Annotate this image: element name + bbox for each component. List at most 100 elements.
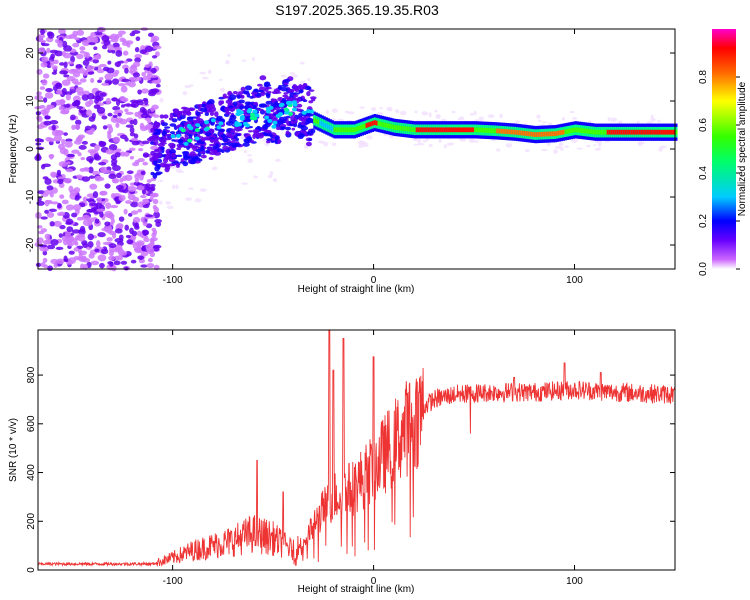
spectrogram-cell xyxy=(124,200,132,204)
spectrogram-cell xyxy=(137,255,145,260)
spectrogram-cell xyxy=(526,131,529,137)
spectrogram-cell xyxy=(626,129,630,135)
spectrogram-cell xyxy=(151,55,158,59)
spectrogram-cell xyxy=(155,221,162,227)
spectrogram-cell xyxy=(359,106,365,109)
spectrogram-cell xyxy=(97,79,102,83)
spectrogram-cell xyxy=(132,118,138,126)
spectrogram-cell xyxy=(57,40,63,47)
spectrogram-cell xyxy=(118,234,124,241)
spectrogram-cell xyxy=(123,208,128,215)
spectrogram-cell xyxy=(270,140,275,144)
spectrogram-cell xyxy=(228,105,234,109)
spectrogram-cell xyxy=(49,221,55,227)
spectrogram-cell xyxy=(51,71,58,75)
spectrogram-cell xyxy=(538,132,541,137)
spectrogram-cell xyxy=(50,258,59,265)
spectrogram-cell xyxy=(265,100,273,105)
spectrogram-cell xyxy=(149,240,155,247)
spectrogram-cell xyxy=(244,85,253,91)
spectrogram-cell xyxy=(199,151,206,154)
spectrogram-cell xyxy=(208,151,217,156)
colorbar-ticks: 0.0 0.2 0.4 0.6 0.8 xyxy=(698,70,740,276)
spectrogram-cell xyxy=(435,114,440,119)
spectrogram-cell xyxy=(67,241,75,247)
spectrogram-cell xyxy=(305,117,313,124)
spectrogram-cell xyxy=(214,137,220,140)
spectrogram-cell xyxy=(634,129,638,135)
spectrogram-cell xyxy=(377,121,381,126)
spectrogram-cell xyxy=(427,127,431,133)
spectrogram-cell xyxy=(72,30,78,37)
spectrogram-cell xyxy=(108,250,115,257)
spectrogram-cell xyxy=(125,124,134,128)
spectrogram-cell xyxy=(50,171,57,178)
spectrogram-cell xyxy=(118,30,126,35)
spectrogram-cell xyxy=(36,68,43,75)
spectrogram-cell xyxy=(425,127,429,133)
spectrogram-cell xyxy=(182,91,188,96)
spectrogram-cell xyxy=(241,59,247,62)
spectrogram-cell xyxy=(414,110,418,114)
spectrogram-cell xyxy=(44,115,51,120)
spectrogram-cell xyxy=(345,127,348,133)
spectrogram-cell xyxy=(195,111,201,116)
spectrogram-cell xyxy=(94,248,100,253)
spectrogram-cell xyxy=(175,154,183,158)
spectrogram-x-axis-label: Height of straight line (km) xyxy=(298,284,415,295)
spectrogram-cell xyxy=(391,124,395,130)
spectrogram-cell xyxy=(220,133,227,139)
spectrogram-cell xyxy=(81,140,88,145)
spectrogram-cell xyxy=(115,122,120,128)
spectrogram-cell xyxy=(62,40,68,48)
spectrogram-cell xyxy=(131,230,138,237)
spectrogram-cell xyxy=(176,147,182,151)
spectrogram-cell xyxy=(71,229,81,234)
spectrogram-cell xyxy=(195,123,201,128)
spectrogram-cell xyxy=(243,138,251,143)
chart-title: S197.2025.365.19.35.R03 xyxy=(275,2,439,18)
spectrogram-cell xyxy=(165,201,172,205)
spectrogram-cell xyxy=(344,110,350,114)
spectrogram-cell xyxy=(211,166,218,171)
colorbar-tick-label: 0.8 xyxy=(698,70,709,84)
spectrogram-cell xyxy=(652,129,656,135)
spectrogram-cell xyxy=(514,129,517,135)
spectrogram-cell xyxy=(150,107,155,112)
spectrogram-cell xyxy=(457,127,461,133)
spectrogram-cell xyxy=(159,200,163,205)
spectrogram-cell xyxy=(530,131,533,137)
spectrogram-cell xyxy=(488,128,491,133)
spectrogram-cell xyxy=(109,261,114,267)
spectrogram-cell xyxy=(187,134,193,137)
spectrogram-cell xyxy=(66,218,74,225)
spectrogram-cell xyxy=(524,149,530,153)
spectrogram-cell xyxy=(47,31,55,39)
spectrogram-cell xyxy=(217,128,226,133)
spectrogram-cell xyxy=(247,158,253,164)
spectrogram-cell xyxy=(505,143,513,148)
spectrogram-cell xyxy=(99,141,107,147)
spectrogram-cell xyxy=(229,94,237,101)
spectrogram-cell xyxy=(200,154,207,159)
spectrogram-cell xyxy=(88,166,94,174)
spectrogram-cell xyxy=(276,118,284,125)
spectrogram-cell xyxy=(42,97,48,103)
spectrogram-cell xyxy=(189,151,196,157)
spectrogram-cell xyxy=(240,94,245,99)
spectrogram-cell xyxy=(71,212,78,218)
spectrogram-cell xyxy=(75,119,82,126)
spectrogram-cell xyxy=(108,144,118,151)
spectrogram-cell xyxy=(63,255,68,263)
spectrogram-cell xyxy=(492,128,495,134)
spectrogram-cell xyxy=(405,126,409,132)
spectrogram-cell xyxy=(97,26,106,33)
spectrogram-cell xyxy=(142,75,151,81)
spectrogram-cell xyxy=(130,210,139,215)
spectrogram-cell xyxy=(275,126,281,131)
spectrogram-cell xyxy=(164,167,170,173)
spectrogram-cell xyxy=(123,103,132,107)
spectrogram-cell xyxy=(554,131,557,137)
spectrogram-cell xyxy=(473,110,477,116)
spectrogram-cell xyxy=(403,126,407,131)
